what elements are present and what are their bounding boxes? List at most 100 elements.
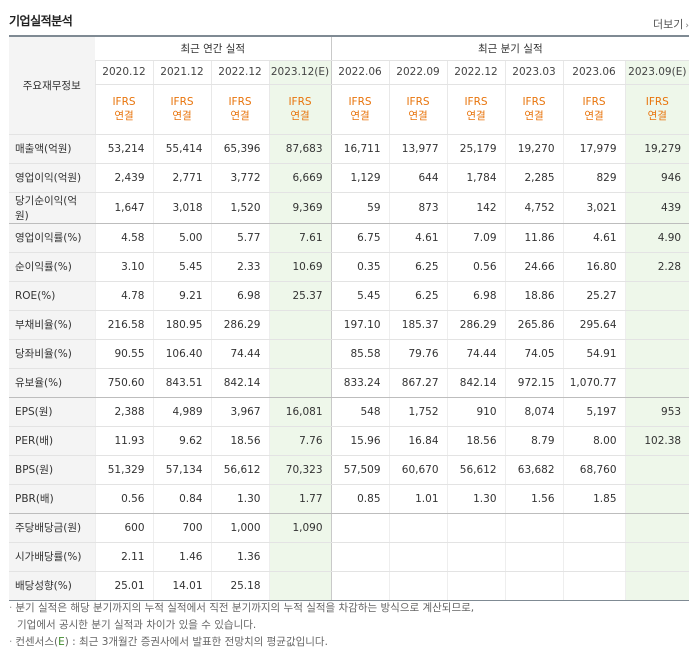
accounting-standard-label: IFRS	[522, 96, 546, 108]
table-cell: 14.01	[152, 571, 211, 601]
accounting-standard-header: IFRS 연결	[388, 84, 448, 135]
table-cell	[504, 542, 564, 572]
table-cell: 265.86	[504, 310, 564, 340]
table-cell: 2,285	[504, 163, 564, 193]
accounting-standard-header: IFRS 연결	[152, 84, 211, 135]
table-cell: 5.45	[152, 252, 211, 282]
table-cell	[268, 542, 332, 572]
accounting-standard-label: IFRS	[170, 96, 194, 108]
row-label: PER(배)	[9, 426, 95, 456]
accounting-standard-header: IFRS 연결	[624, 84, 690, 135]
table-row: ROE(%) 4.78 9.21 6.98 25.37 5.45 6.25 6.98 18.86…	[9, 281, 690, 311]
table-cell: 74.44	[210, 339, 269, 369]
period-header: 2022.06	[330, 60, 390, 85]
table-cell: 56,612	[446, 455, 506, 485]
table-cell: 79.76	[388, 339, 448, 369]
table-row: BPS(원) 51,329 57,134 56,612 70,323 57,509 60,6…	[9, 455, 690, 485]
table-cell: 1,000	[210, 513, 269, 543]
table-cell: 85.58	[330, 339, 390, 369]
table-cell: 216.58	[94, 310, 153, 340]
table-cell: 4.61	[562, 223, 626, 253]
period-header: 2021.12	[152, 60, 211, 85]
table-cell: 1,520	[210, 192, 269, 224]
table-cell	[562, 542, 626, 572]
table-cell: 6.98	[210, 281, 269, 311]
table-cell: 16.80	[562, 252, 626, 282]
table-cell: 10.69	[268, 252, 332, 282]
table-cell: 53,214	[94, 134, 153, 164]
table-cell	[330, 513, 390, 543]
table-row: 당기순이익(억원) 1,647 3,018 1,520 9,369 59 873 142 4,7…	[9, 192, 690, 224]
table-cell: 2.28	[624, 252, 690, 282]
table-cell: 102.38	[624, 426, 690, 456]
table-cell: 197.10	[330, 310, 390, 340]
table-cell	[330, 542, 390, 572]
table-cell	[268, 339, 332, 369]
period-header: 2023.12(E)	[268, 60, 332, 85]
table-cell: 946	[624, 163, 690, 193]
consolidation-label: 연결	[408, 110, 428, 122]
table-cell: 295.64	[562, 310, 626, 340]
table-cell: 1.85	[562, 484, 626, 514]
table-cell: 11.86	[504, 223, 564, 253]
table-cell	[268, 571, 332, 601]
table-cell: 8.79	[504, 426, 564, 456]
table-cell	[562, 571, 626, 601]
consolidation-label: 연결	[230, 110, 250, 122]
consolidation-label: 연결	[114, 110, 134, 122]
accounting-standard-label: IFRS	[406, 96, 430, 108]
accounting-standard-label: IFRS	[112, 96, 136, 108]
table-cell: 185.37	[388, 310, 448, 340]
table-cell: 3,772	[210, 163, 269, 193]
period-header: 2020.12	[94, 60, 153, 85]
table-cell: 9,369	[268, 192, 332, 224]
table-cell: 25.27	[562, 281, 626, 311]
table-cell	[446, 513, 506, 543]
accounting-standard-header: IFRS 연결	[330, 84, 390, 135]
table-cell	[624, 542, 690, 572]
row-label: 주당배당금(원)	[9, 513, 95, 543]
note-line-3-suffix: ) : 최근 3개월간 증권사에서 발표한 전망치의 평균값입니다.	[64, 636, 328, 648]
bullet-icon: ·	[9, 636, 13, 648]
more-label: 더보기	[653, 18, 684, 31]
table-cell	[624, 339, 690, 369]
table-cell: 700	[152, 513, 211, 543]
table-cell: 2,439	[94, 163, 153, 193]
table-cell: 600	[94, 513, 153, 543]
table-cell: 972.15	[504, 368, 564, 398]
table-cell: 70,323	[268, 455, 332, 485]
consolidation-label: 연결	[350, 110, 370, 122]
table-cell	[562, 513, 626, 543]
table-cell	[624, 513, 690, 543]
table-cell: 7.09	[446, 223, 506, 253]
table-cell: 750.60	[94, 368, 153, 398]
note-line-1: 분기 실적은 해당 분기까지의 누적 실적에서 직전 분기까지의 누적 실적을 …	[15, 602, 475, 614]
table-cell: 68,760	[562, 455, 626, 485]
more-link[interactable]: 더보기 ›	[653, 16, 689, 32]
accounting-standard-label: IFRS	[645, 96, 669, 108]
table-cell: 16,711	[330, 134, 390, 164]
table-cell: 57,509	[330, 455, 390, 485]
table-cell: 5.45	[330, 281, 390, 311]
accounting-standard-label: IFRS	[288, 96, 312, 108]
table-cell	[388, 513, 448, 543]
table-cell: 7.76	[268, 426, 332, 456]
table-cell: 3,018	[152, 192, 211, 224]
note-line-3-prefix: 컨센서스(	[15, 636, 59, 648]
table-cell: 0.35	[330, 252, 390, 282]
accounting-standard-label: IFRS	[228, 96, 252, 108]
table-cell: 843.51	[152, 368, 211, 398]
accounting-standard-header: IFRS 연결	[94, 84, 153, 135]
table-cell: 25.18	[210, 571, 269, 601]
table-cell: 9.21	[152, 281, 211, 311]
table-cell: 25.01	[94, 571, 153, 601]
table-cell: 5.00	[152, 223, 211, 253]
table-cell: 1,752	[388, 397, 448, 427]
row-label: 당좌비율(%)	[9, 339, 95, 369]
period-header: 2022.12	[446, 60, 506, 85]
table-cell	[624, 455, 690, 485]
table-cell	[624, 571, 690, 601]
table-cell: 1.30	[446, 484, 506, 514]
corner-header: 주요재무정보	[9, 35, 95, 135]
table-cell	[446, 542, 506, 572]
